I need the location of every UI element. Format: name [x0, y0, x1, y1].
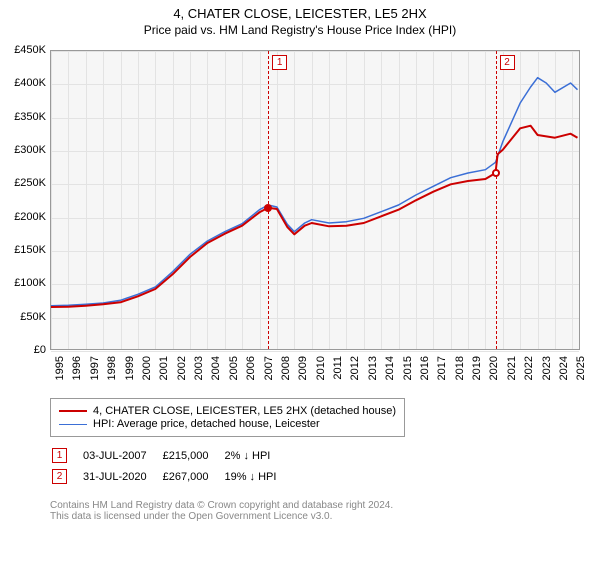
sale-date: 31-JUL-2020: [83, 467, 161, 486]
xtick-label: 2024: [558, 356, 570, 380]
xtick-label: 2016: [419, 356, 431, 380]
legend-row: 4, CHATER CLOSE, LEICESTER, LE5 2HX (det…: [59, 405, 396, 417]
ytick-label: £50K: [6, 311, 46, 323]
sale-delta: 2% ↓ HPI: [224, 446, 290, 465]
legend: 4, CHATER CLOSE, LEICESTER, LE5 2HX (det…: [50, 398, 405, 437]
sale-reference-line: [268, 51, 269, 349]
xtick-label: 2019: [471, 356, 483, 380]
sale-delta: 19% ↓ HPI: [224, 467, 290, 486]
xtick-label: 2015: [402, 356, 414, 380]
xtick-label: 2004: [210, 356, 222, 380]
chart-container: 4, CHATER CLOSE, LEICESTER, LE5 2HX Pric…: [0, 6, 600, 566]
xtick-label: 2005: [228, 356, 240, 380]
legend-swatch: [59, 410, 87, 412]
sale-badge: 2: [52, 469, 67, 484]
xtick-label: 2001: [158, 356, 170, 380]
sale-marker-badge: 1: [272, 55, 287, 70]
ytick-label: £450K: [6, 44, 46, 56]
sales-table: 1 03-JUL-2007£215,0002% ↓ HPI 2 31-JUL-2020…: [50, 444, 292, 488]
footer-line-2: This data is licensed under the Open Gov…: [50, 511, 393, 522]
sale-price: £215,000: [163, 446, 223, 465]
ytick-label: £200K: [6, 211, 46, 223]
xtick-label: 1996: [71, 356, 83, 380]
ytick-label: £100K: [6, 277, 46, 289]
legend-swatch: [59, 424, 87, 425]
xtick-label: 2014: [384, 356, 396, 380]
gridline-horizontal: [51, 351, 579, 352]
xtick-label: 2012: [349, 356, 361, 380]
series-price_paid: [51, 126, 578, 307]
table-row: 1 03-JUL-2007£215,0002% ↓ HPI: [52, 446, 290, 465]
xtick-label: 2011: [332, 356, 344, 380]
xtick-label: 2009: [297, 356, 309, 380]
series-svg: [51, 51, 581, 351]
xtick-label: 1999: [124, 356, 136, 380]
xtick-label: 2000: [141, 356, 153, 380]
xtick-label: 2007: [263, 356, 275, 380]
ytick-label: £0: [6, 344, 46, 356]
xtick-label: 2003: [193, 356, 205, 380]
xtick-label: 2018: [454, 356, 466, 380]
ytick-label: £400K: [6, 77, 46, 89]
sale-marker-badge: 2: [500, 55, 515, 70]
sale-price: £267,000: [163, 467, 223, 486]
xtick-label: 2017: [436, 356, 448, 380]
footer-line-1: Contains HM Land Registry data © Crown c…: [50, 500, 393, 511]
sale-dot: [492, 169, 500, 177]
sale-reference-line: [496, 51, 497, 349]
series-hpi: [51, 78, 578, 306]
xtick-label: 2021: [506, 356, 518, 380]
plot-area: 12: [50, 50, 580, 350]
ytick-label: £150K: [6, 244, 46, 256]
legend-label: HPI: Average price, detached house, Leic…: [93, 418, 320, 430]
xtick-label: 2006: [245, 356, 257, 380]
xtick-label: 2013: [367, 356, 379, 380]
xtick-label: 1995: [54, 356, 66, 380]
chart-subtitle: Price paid vs. HM Land Registry's House …: [0, 23, 600, 37]
xtick-label: 2022: [523, 356, 535, 380]
xtick-label: 2025: [575, 356, 587, 380]
sale-dot: [264, 204, 272, 212]
xtick-label: 2023: [541, 356, 553, 380]
ytick-label: £300K: [6, 144, 46, 156]
footer-attribution: Contains HM Land Registry data © Crown c…: [50, 500, 393, 522]
legend-row: HPI: Average price, detached house, Leic…: [59, 418, 396, 430]
legend-label: 4, CHATER CLOSE, LEICESTER, LE5 2HX (det…: [93, 405, 396, 417]
xtick-label: 1998: [106, 356, 118, 380]
ytick-label: £250K: [6, 177, 46, 189]
chart-title: 4, CHATER CLOSE, LEICESTER, LE5 2HX: [0, 6, 600, 21]
xtick-label: 2020: [488, 356, 500, 380]
xtick-label: 2010: [315, 356, 327, 380]
ytick-label: £350K: [6, 111, 46, 123]
table-row: 2 31-JUL-2020£267,00019% ↓ HPI: [52, 467, 290, 486]
xtick-label: 2002: [176, 356, 188, 380]
sale-badge: 1: [52, 448, 67, 463]
sale-date: 03-JUL-2007: [83, 446, 161, 465]
xtick-label: 2008: [280, 356, 292, 380]
xtick-label: 1997: [89, 356, 101, 380]
